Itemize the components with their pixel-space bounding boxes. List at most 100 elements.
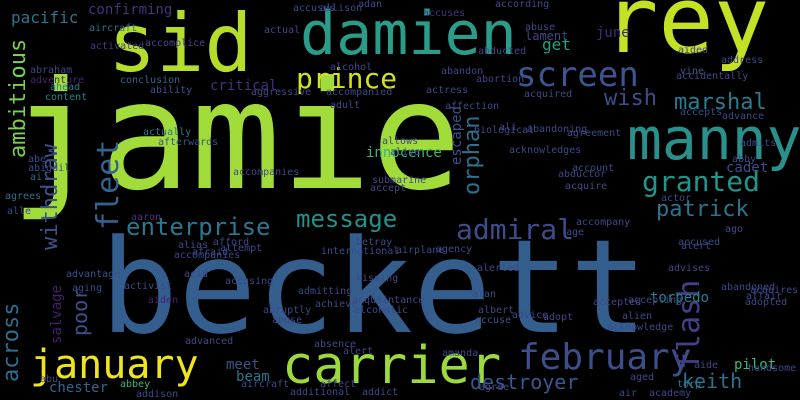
word-afford: afford [213,237,250,248]
word-accepting: accepting [628,295,683,306]
word-abandon: abandon [441,66,484,77]
word-conclusion: conclusion [120,75,181,86]
word-alive: alive [390,147,421,158]
word-aggressive: aggressive [251,87,312,98]
word-admiral: admiral [456,213,575,246]
word-torp: torp [677,379,702,390]
word-abandoned: abandoned [721,282,776,293]
word-february: february [518,337,692,378]
word-agency: agency [436,244,473,255]
word-salvage: salvage [49,284,65,344]
word-accompanies: accompanies [174,250,241,261]
word-aided: aided [678,45,709,56]
word-alan: alan [472,289,497,300]
word-carrier: carrier [282,336,502,396]
word-biological: biological [474,125,535,136]
word-address: address [721,55,764,66]
word-beam: beam [236,369,270,385]
word-accept: accept [370,183,407,194]
word-rey: rey [603,0,770,74]
word-acknowledge: acknowledge [607,322,674,333]
word-keith: keith [682,369,743,393]
word-aaron: aaron [131,212,162,223]
word-abducted: abducted [478,46,527,57]
word-account: account [572,163,615,174]
word-age: age [566,227,585,238]
word-critical: critical [210,78,278,94]
word-acquire: acquire [565,181,608,192]
word-chester: chester [49,380,109,396]
word-aging: aging [72,283,103,294]
word-beckett: beckett [100,211,648,363]
word-affect: affect [320,379,357,390]
word-international: international [321,246,400,257]
word-advice: advice [512,310,549,321]
word-accusing: accusing [225,276,274,287]
word-acquaintance: acquaintance [352,295,425,306]
word-poor: poor [68,287,92,336]
word-across: across [0,302,24,382]
word-acquired: acquired [524,89,573,100]
word-granted: granted [642,165,761,198]
word-lament: lament [525,29,569,43]
word-jamie: jamie [10,50,462,224]
word-cadet: cadet [726,160,769,176]
word-pacific: pacific [11,8,79,27]
word-agrees: agrees [5,191,42,202]
word-accepted: accepted [593,297,642,308]
word-alcohol: alcohol [330,62,373,73]
word-alerted: alerted [477,263,520,274]
word-abductor: abductor [558,169,607,180]
word-advance: advance [722,111,765,122]
word-abigail: abigail [28,163,71,174]
word-adopted: adopted [745,297,788,308]
word-ali: ali [499,122,518,133]
word-aircraft: aircraft [89,23,138,34]
word-adopt: adopt [543,312,574,323]
word-actor: actor [661,193,692,204]
word-abruptly: abruptly [263,305,312,316]
word-ahead: ahead [50,82,81,93]
word-agree: agree [479,382,510,393]
word-accidentally: accidentally [676,71,749,82]
word-accuse: accuse [475,315,512,326]
word-admitting: admitting [298,286,353,297]
word-accepts: accepts [680,107,723,118]
word-kissing: kissing [356,273,399,284]
word-additional: additional [290,387,351,398]
word-affection: affection [445,101,500,112]
word-screen: screen [516,55,639,95]
word-alcoholic: alcoholic [354,305,409,316]
word-allison: allison [320,3,363,14]
word-alert: alert [343,346,374,357]
word-afraid: afraid [192,247,229,258]
word-ai: ai [30,172,43,183]
word-accuses: accuses [423,8,466,19]
word-innocence: innocence [366,145,442,161]
word-wish: wish [604,86,657,111]
word-actual: actual [264,25,301,36]
word-actually: actually [143,127,192,138]
word-ability: ability [150,85,193,96]
word-allows: allows [382,136,419,147]
word-pilot: pilot [734,357,777,373]
word-accused: accused [678,237,721,248]
word-abuse: abuse [525,22,556,33]
word-fleet: fleet [91,139,126,230]
word-achieve: achieve [315,299,358,310]
word-abby: abby [732,154,757,165]
word-ago: ago [725,224,744,235]
word-albert: albert [478,305,515,316]
word-january: january [30,342,199,388]
word-air: air [619,388,638,399]
word-acquires: acquires [750,285,799,296]
word-addict: addict [362,387,399,398]
word-destroyer: destroyer [470,370,579,394]
word-marshal: marshal [674,90,767,115]
word-abbey: abbey [120,379,151,390]
word-admits: admits [740,138,777,149]
word-handsome: handsome [748,363,797,374]
word-abu: abu [40,374,59,385]
word-alien: alien [622,311,653,322]
